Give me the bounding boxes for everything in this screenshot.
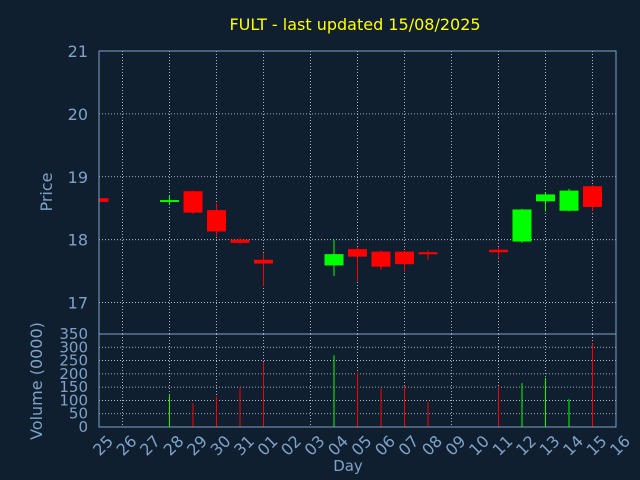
price-axis-label: Price: [37, 172, 56, 211]
candle-11: [489, 247, 508, 259]
price-candles: [98, 184, 602, 287]
price-tick-label: 20: [68, 105, 88, 124]
price-y-ticks: 17 18 19 20 21: [68, 42, 88, 313]
candle-body: [395, 251, 414, 265]
candle-body: [160, 200, 179, 203]
candle-15: [583, 184, 602, 211]
volume-tick-label: 150: [59, 378, 88, 396]
candle-14: [559, 188, 579, 212]
candle-01: [254, 253, 273, 287]
price-tick-label: 18: [68, 231, 88, 250]
candle-13: [536, 192, 555, 212]
candle-body: [536, 194, 555, 202]
candle-body: [99, 198, 109, 202]
volume-tick-label: 200: [59, 365, 88, 383]
candle-body: [207, 210, 226, 232]
price-tick-label: 17: [68, 294, 88, 313]
candle-28: [160, 195, 179, 206]
volume-bars: [169, 343, 593, 427]
candle-12: [512, 208, 532, 243]
volume-tick-label: 50: [69, 405, 88, 423]
x-axis-ticks: 2526272829303101020304050607080910111213…: [89, 432, 634, 460]
price-tick-label: 19: [68, 168, 88, 187]
candle-body: [183, 191, 203, 213]
chart-title: FULT - last updated 15/08/2025: [229, 15, 480, 34]
candle-body: [559, 190, 579, 211]
candle-29: [183, 190, 203, 214]
volume-tick-label: 0: [78, 418, 88, 436]
candle-body: [512, 209, 532, 242]
volume-tick-label: 350: [59, 325, 88, 343]
candle-body: [583, 186, 602, 207]
candle-31: [230, 238, 250, 245]
candle-04: [324, 239, 344, 277]
candle-body: [324, 254, 344, 266]
candle-body: [489, 249, 508, 253]
candle-body: [348, 249, 367, 257]
candle-05: [348, 247, 367, 282]
candle-07: [395, 250, 414, 272]
candle-body: [418, 252, 438, 255]
volume-tick-label: 250: [59, 352, 88, 370]
volume-tick-label: 100: [59, 391, 88, 409]
candle-body: [254, 259, 273, 264]
candle-30: [207, 203, 226, 237]
candle-08: [418, 250, 438, 260]
volume-panel-frame: [98, 333, 617, 428]
candle-body: [371, 251, 391, 267]
volume-tick-label: 300: [59, 338, 88, 356]
candle-25: [98, 197, 109, 203]
volume-axis-label: Volume (0000): [27, 322, 46, 440]
candle-06: [371, 250, 391, 270]
x-axis-label: Day: [333, 457, 363, 475]
price-tick-label: 21: [68, 42, 88, 61]
candle-body: [230, 239, 250, 243]
